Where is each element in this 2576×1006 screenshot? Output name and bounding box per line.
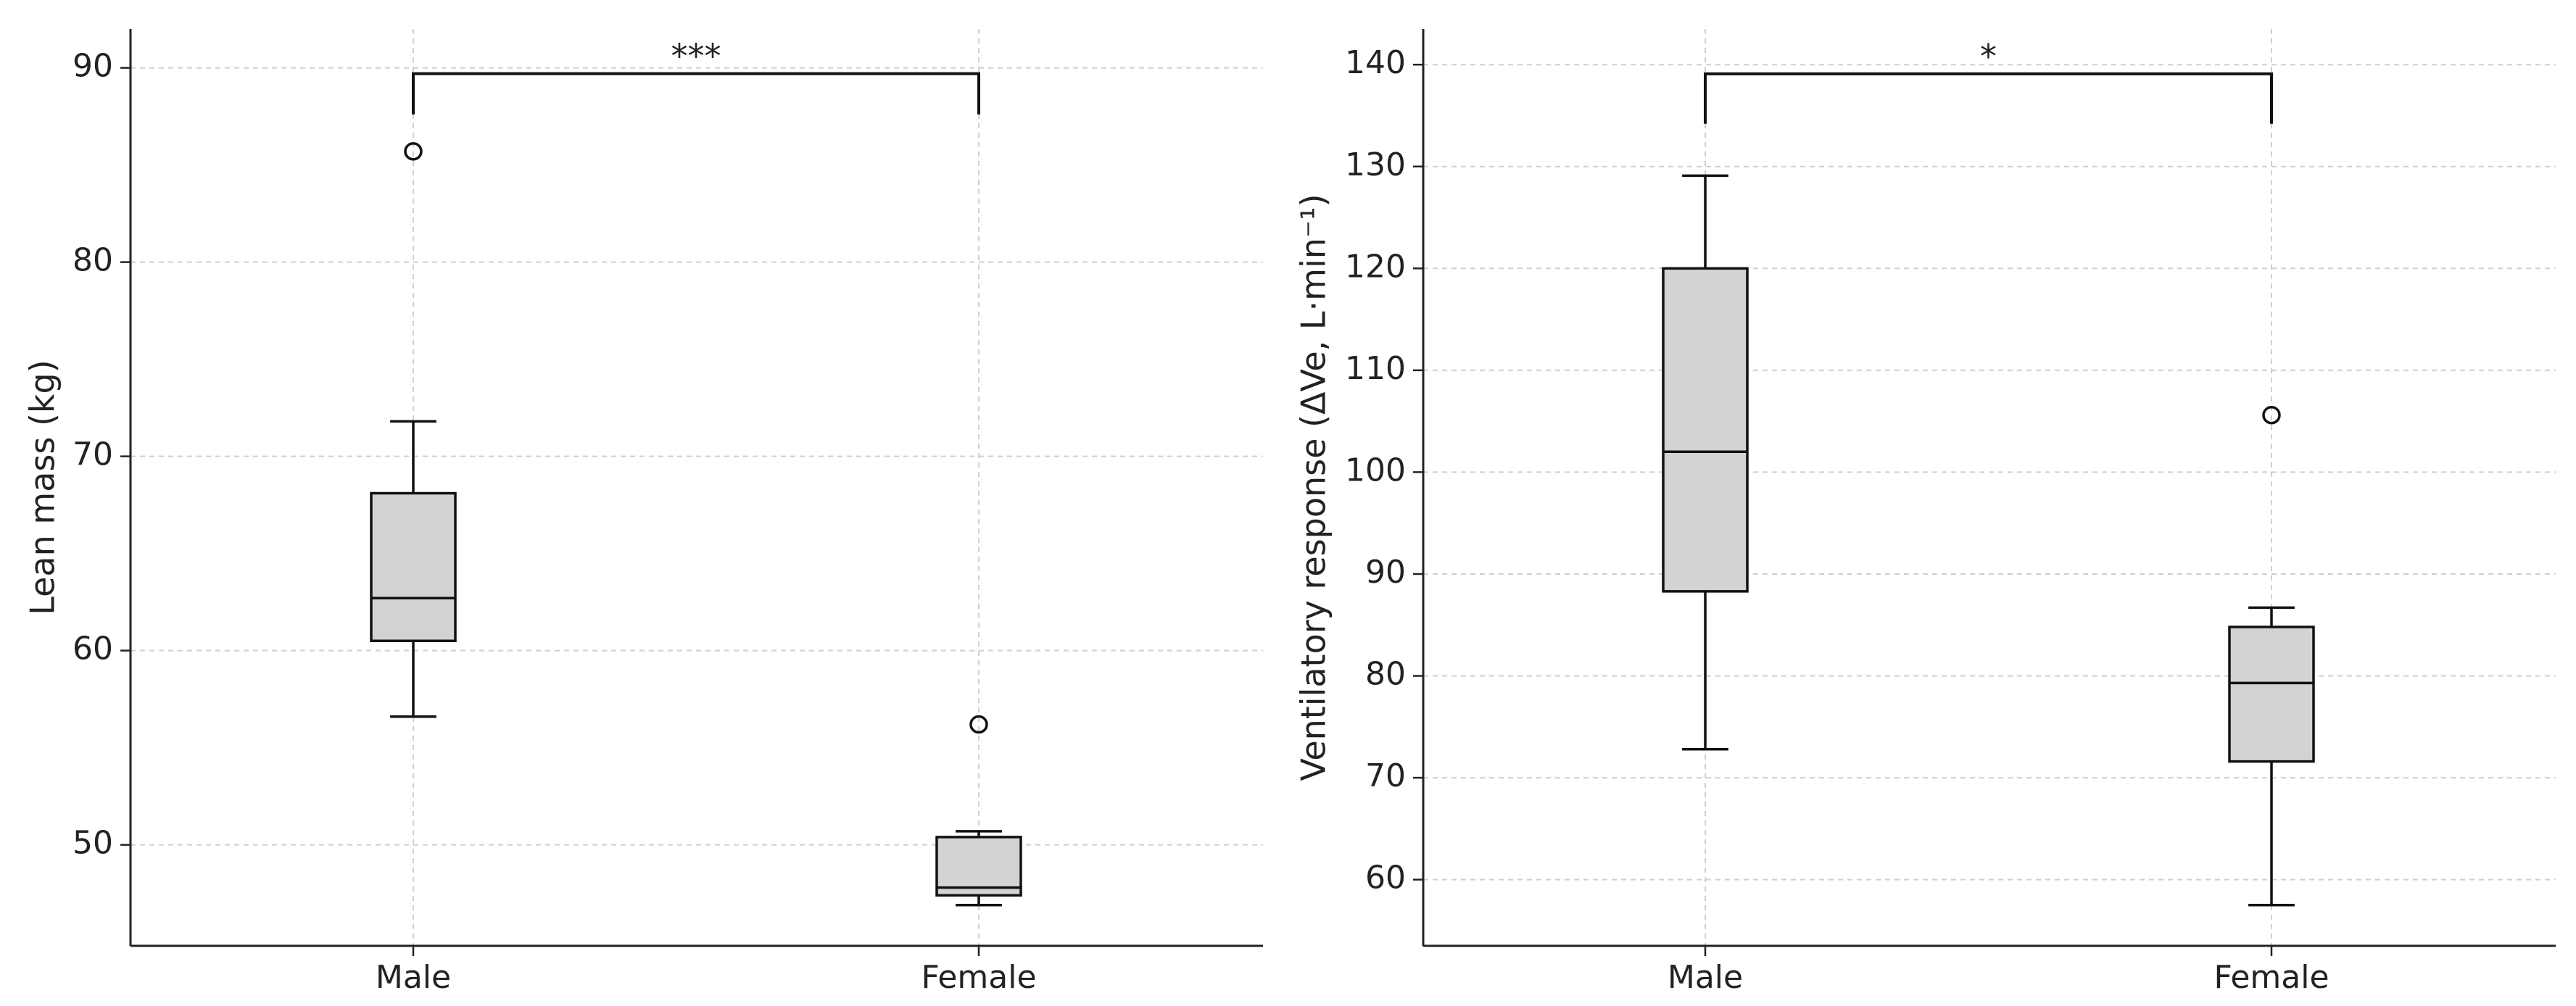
y-tick-label: 50 — [73, 825, 113, 862]
iqr-box — [2228, 625, 2315, 763]
iqr-box — [1662, 267, 1749, 593]
x-tick-label: Male — [376, 959, 451, 996]
y-tick-label: 80 — [1365, 656, 1406, 693]
y-tick-label: 90 — [73, 48, 113, 85]
y-tick-label: 100 — [1345, 452, 1406, 489]
outlier-point — [969, 715, 988, 734]
significance-bracket — [1704, 72, 2273, 124]
significance-label: *** — [671, 37, 721, 76]
y-tick-label: 140 — [1345, 44, 1406, 81]
y-axis-label: Lean mass (kg) — [23, 359, 62, 615]
x-tick-label: Male — [1668, 959, 1743, 996]
y-tick-label: 70 — [1365, 757, 1406, 794]
box-male — [1662, 174, 1749, 751]
y-tick-label: 120 — [1345, 248, 1406, 285]
y-tick-label: 110 — [1345, 350, 1406, 387]
x-tick-label: Female — [921, 959, 1036, 996]
outlier-point — [404, 142, 423, 161]
y-tick-label: 130 — [1345, 146, 1406, 183]
y-tick-label: 60 — [1365, 860, 1406, 897]
iqr-box — [370, 491, 457, 642]
box-female — [935, 715, 1022, 907]
chart-panel-1: 50 60 70 80 90 Male Female Lean mass (kg) *** — [23, 29, 1263, 996]
box-male — [370, 142, 457, 718]
significance-label: * — [1980, 37, 1997, 76]
y-axis-label: Ventilatory response (ΔVe, L·min⁻¹) — [1294, 194, 1333, 781]
x-tick-label: Female — [2213, 959, 2329, 996]
y-tick-label: 70 — [73, 436, 113, 473]
box-female — [2228, 405, 2315, 907]
outlier-point — [2262, 405, 2281, 425]
y-tick-label: 90 — [1365, 554, 1406, 591]
y-tick-label: 60 — [73, 631, 113, 668]
y-tick-label: 80 — [73, 242, 113, 279]
significance-bracket — [412, 72, 980, 115]
chart-panel-2: 60 70 80 90 100 110 120 130 140 Male Female Ventila… — [1294, 29, 2556, 996]
iqr-box — [935, 836, 1022, 897]
